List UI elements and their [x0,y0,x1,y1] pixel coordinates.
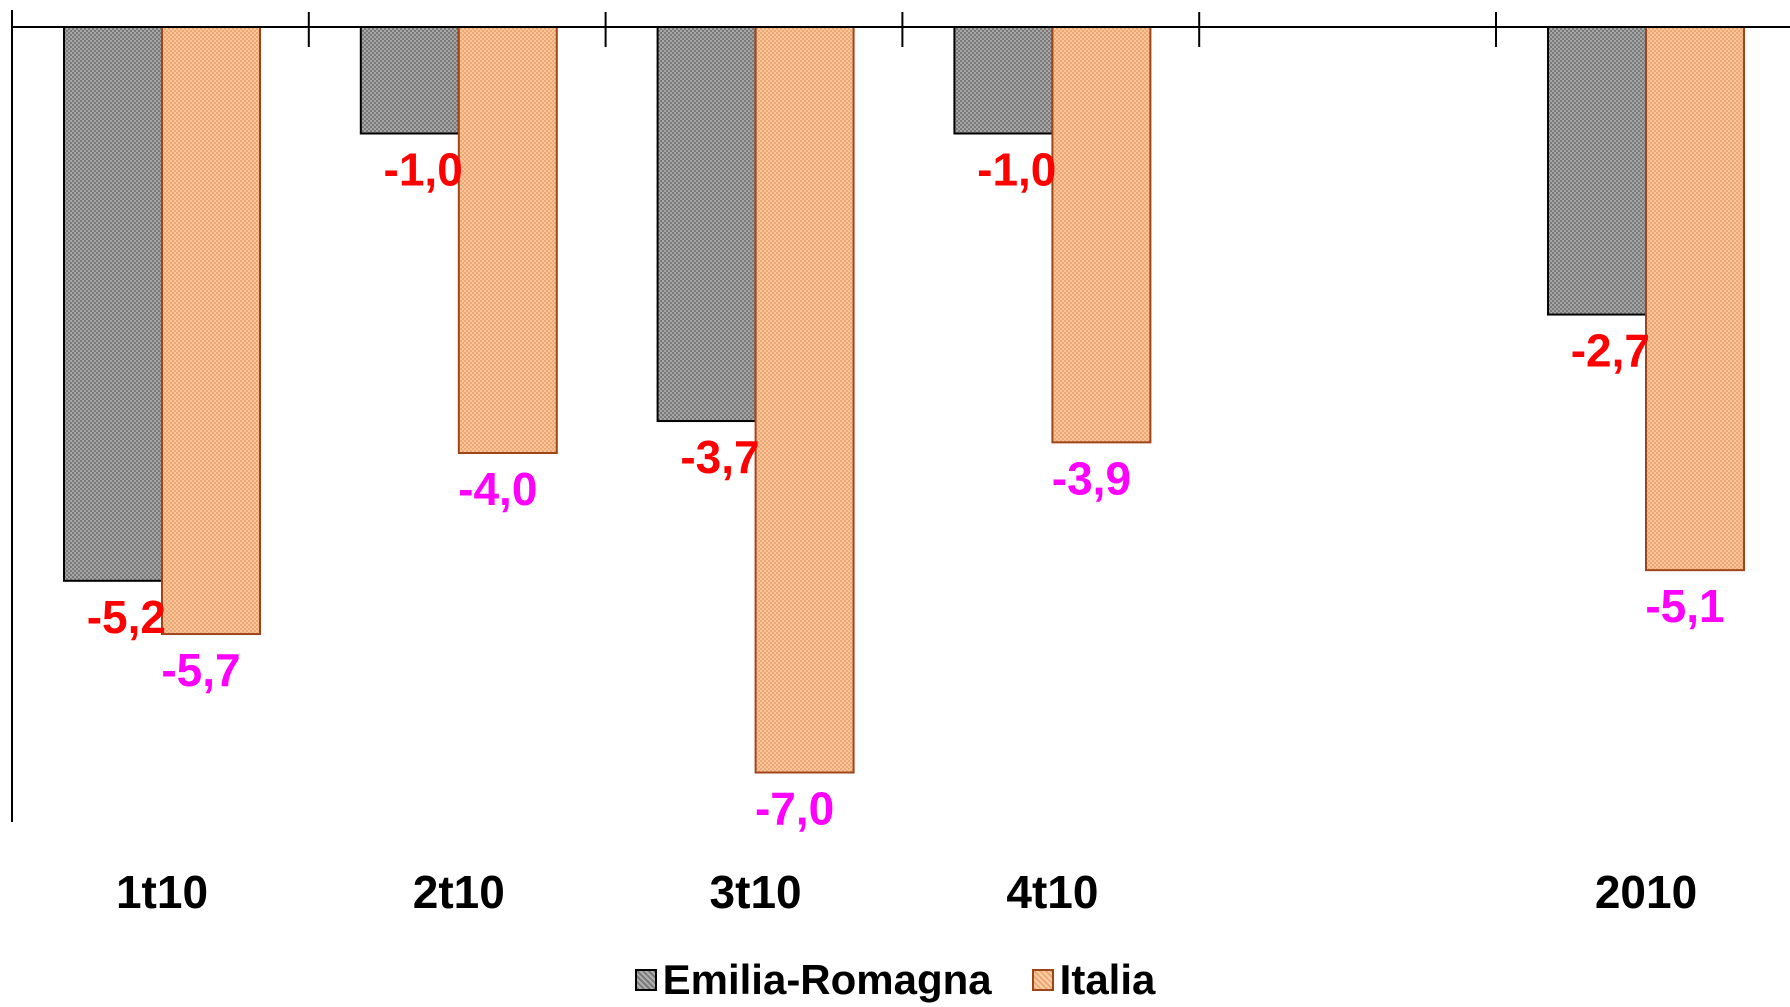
chart-legend: Emilia-Romagna Italia [0,955,1790,1005]
legend-swatch-italia [1031,969,1054,991]
bar-emilia-romagna-4t10 [953,26,1054,135]
bar-italia-2t10 [457,26,558,454]
chart-plot-area: -5,2-5,7 1t10 -1,0 -4,0 2t10 -3,7 -7,0 3t10 -1,0… [11,10,1790,918]
data-label-emilia-romagna-2010: -2,7 [1571,325,1650,377]
bar-emilia-romagna-2010 [1547,26,1647,316]
data-label-italia-1t10: -5,7 [161,644,240,696]
data-label-italia-2010: -5,1 [1645,580,1724,632]
data-label-emilia-romagna-1t10: -5,2 [87,591,166,643]
category-label-2t10: 2t10 [413,866,505,918]
data-label-italia-4t10: -3,9 [1052,452,1131,504]
data-label-emilia-romagna-4t10: -1,0 [977,144,1056,196]
category-label-1t10: 1t10 [116,866,208,918]
legend-label-emilia-romagna: Emilia-Romagna [662,956,992,1003]
data-label-emilia-romagna-2t10: -1,0 [384,144,463,196]
legend-item-italia: Italia [1031,956,1156,1004]
data-label-italia-3t10: -7,0 [755,783,834,835]
legend-item-emilia-romagna: Emilia-Romagna [634,956,992,1004]
category-label-2010: 2010 [1595,866,1697,918]
bar-italia-4t10 [1051,26,1152,444]
legend-label-italia: Italia [1059,956,1156,1003]
category-label-3t10: 3t10 [710,866,802,918]
bar-italia-1t10 [161,26,261,636]
category-label-4t10: 4t10 [1006,866,1098,918]
data-label-emilia-romagna-3t10: -3,7 [680,431,759,483]
data-label-italia-2t10: -4,0 [458,463,537,515]
legend-swatch-emilia-romagna [634,969,657,991]
bar-italia-3t10 [754,26,855,774]
bar-italia-2010 [1645,26,1745,572]
bar-emilia-romagna-1t10 [63,26,163,582]
bar-emilia-romagna-2t10 [359,26,460,135]
bar-emilia-romagna-3t10 [656,26,757,423]
